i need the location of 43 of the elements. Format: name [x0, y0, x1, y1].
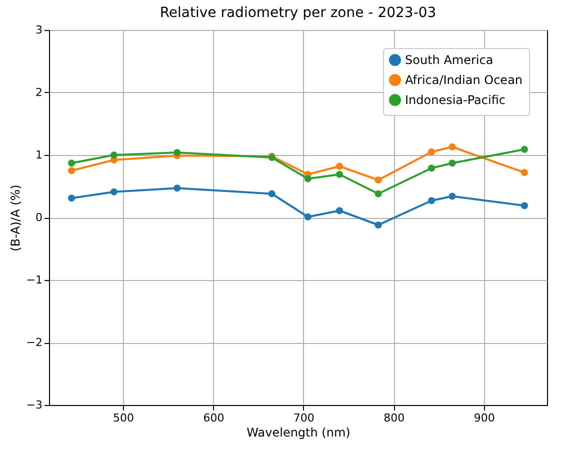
point	[110, 188, 118, 196]
y-tick-label: −2	[26, 336, 42, 349]
x-tick-label: 800	[384, 412, 405, 424]
x-tick-label: 600	[203, 412, 224, 424]
point	[336, 207, 344, 214]
point	[520, 168, 528, 176]
point	[428, 148, 436, 156]
point	[68, 167, 76, 174]
x-tick-label: 700	[293, 412, 314, 424]
point	[448, 143, 456, 150]
y-tick-label: −1	[26, 274, 42, 286]
point	[68, 160, 76, 167]
point	[374, 176, 382, 184]
point	[110, 151, 118, 159]
x-axis-title: Wavelength (nm)	[246, 426, 350, 440]
point	[304, 175, 312, 182]
point	[428, 164, 436, 172]
x-tick-label: 900	[474, 412, 495, 424]
point	[374, 221, 382, 229]
point	[68, 194, 76, 202]
legend-label: South America	[405, 53, 494, 67]
y-tick-label: 1	[36, 148, 42, 162]
y-tick-label: −3	[26, 398, 42, 412]
point	[520, 202, 528, 210]
point	[520, 146, 528, 153]
y-tick-label: 3	[36, 24, 42, 36]
point	[174, 184, 181, 192]
y-axis-title: (B-A)/A (%)	[8, 184, 22, 252]
point	[336, 162, 344, 170]
point	[428, 197, 436, 204]
y-tick-label: 0	[36, 211, 42, 224]
point	[448, 160, 456, 167]
x-tick-label: 500	[112, 412, 134, 424]
point	[336, 170, 344, 178]
point	[448, 192, 456, 200]
point	[304, 213, 312, 220]
legend-label: Indonesia-Pacific	[405, 93, 506, 107]
chart-title: Relative radiometry per zone - 2023-03	[160, 5, 436, 21]
y-tick-label: 2	[36, 86, 42, 99]
legend-label: Africa/Indian Ocean	[405, 73, 523, 87]
point	[374, 190, 382, 198]
point	[174, 148, 181, 156]
point	[268, 190, 276, 198]
